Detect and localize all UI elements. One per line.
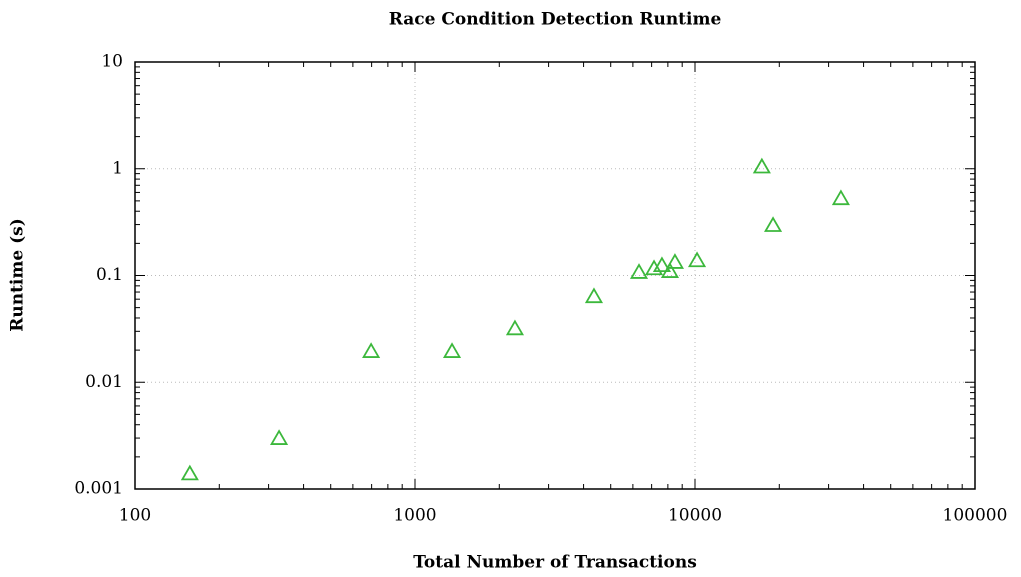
y-axis-label: Runtime (s) — [8, 218, 28, 332]
data-point — [665, 253, 685, 269]
data-point — [763, 216, 783, 232]
y-tick-label: 1 — [112, 158, 123, 178]
data-point — [442, 342, 462, 358]
data-point — [505, 319, 525, 336]
data-point — [831, 189, 850, 206]
data-point — [270, 429, 289, 445]
plot-frame — [134, 61, 976, 490]
x-tick-label: 1000 — [393, 506, 436, 526]
data-point — [752, 157, 771, 174]
x-tick-label: 100 — [119, 506, 151, 526]
data-point — [180, 464, 199, 481]
data-point — [644, 259, 664, 276]
data-point — [652, 256, 672, 273]
chart-title: Race Condition Detection Runtime — [389, 10, 722, 30]
y-tick-label: 0.01 — [85, 372, 123, 392]
data-point — [687, 251, 707, 268]
x-tick-label: 10000 — [668, 506, 722, 526]
y-tick-label: 10 — [101, 52, 123, 72]
data-point — [660, 262, 680, 278]
x-axis-label: Total Number of Transactions — [413, 553, 697, 573]
data-point — [629, 263, 649, 279]
data-point — [584, 287, 604, 304]
data-point — [362, 342, 381, 358]
y-tick-label: 0.1 — [96, 265, 123, 285]
x-tick-label: 100000 — [943, 506, 1008, 526]
y-tick-label: 0.001 — [74, 479, 123, 499]
